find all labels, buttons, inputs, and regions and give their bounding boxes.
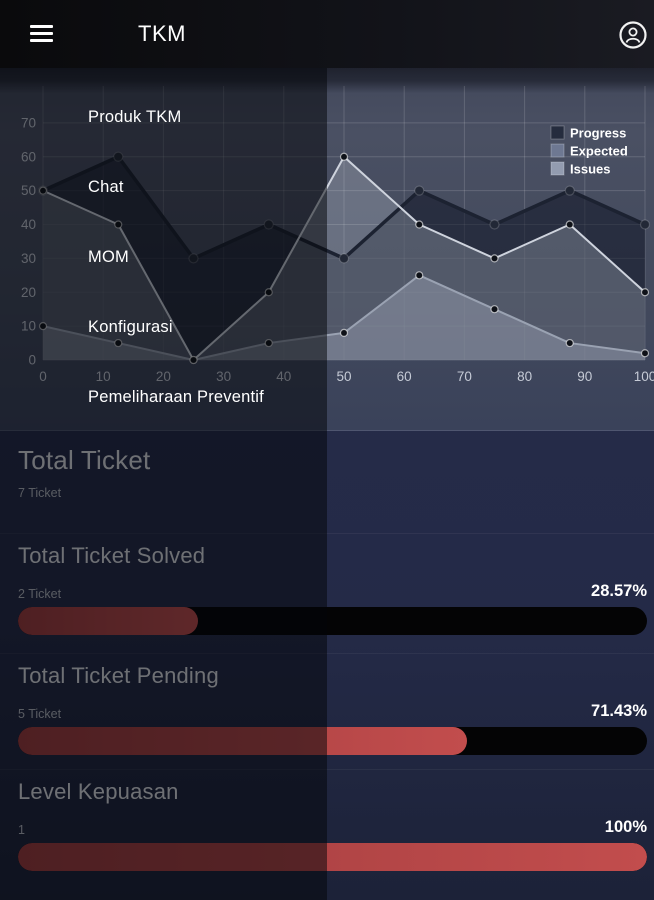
top-app-bar: TKM — [0, 0, 654, 68]
svg-text:Progress: Progress — [570, 126, 626, 141]
satisfaction-percent: 100% — [604, 818, 647, 836]
sidebar-item-konfigurasi[interactable]: Konfigurasi — [88, 317, 173, 336]
page-title: TKM — [138, 21, 186, 46]
svg-text:Expected: Expected — [570, 144, 628, 159]
sidebar-item-produk-tkm[interactable]: Produk TKM — [88, 107, 182, 126]
chart-legend: Progress Expected Issues — [550, 125, 628, 177]
ticket-solved-percent: 28.57% — [591, 582, 647, 600]
profile-icon[interactable] — [618, 20, 648, 50]
drawer-dim-overlay — [0, 68, 327, 900]
navigation-drawer: Produk TKM Chat MOM Konfigurasi Pemeliha… — [0, 82, 327, 432]
svg-text:90: 90 — [577, 369, 592, 384]
sidebar-item-mom[interactable]: MOM — [88, 247, 129, 266]
svg-text:100: 100 — [634, 369, 654, 384]
svg-text:Issues: Issues — [570, 162, 610, 177]
sidebar-item-pemeliharaan-preventif[interactable]: Pemeliharaan Preventif — [88, 387, 264, 406]
svg-text:80: 80 — [517, 369, 532, 384]
svg-text:70: 70 — [457, 369, 472, 384]
series-area-issues — [43, 275, 645, 360]
ticket-pending-percent: 71.43% — [591, 702, 647, 720]
sidebar-item-chat[interactable]: Chat — [88, 177, 124, 196]
svg-text:60: 60 — [397, 369, 412, 384]
hamburger-menu-icon[interactable] — [30, 25, 53, 43]
svg-text:50: 50 — [336, 369, 351, 384]
chart-svg: 0102030405060708090100010203040506070Pro… — [21, 86, 654, 384]
